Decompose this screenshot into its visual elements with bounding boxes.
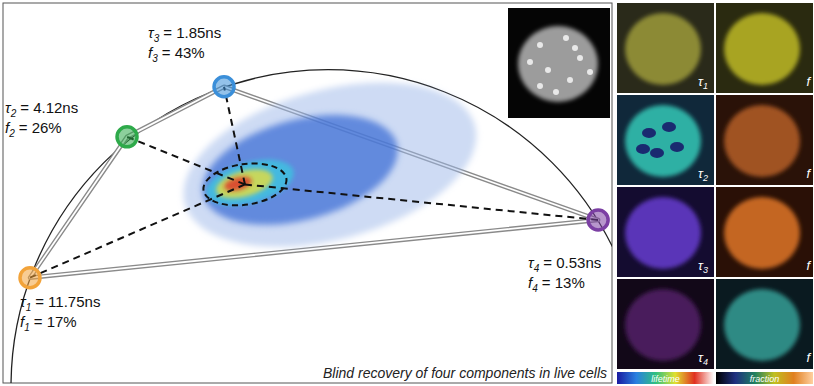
panel-label: τ4 [698, 350, 708, 367]
panel-spot [670, 142, 684, 152]
tau-label: τ2= 4.12ns [5, 99, 78, 119]
panel-label: τ3 [698, 258, 708, 275]
lifetime-panel [617, 95, 714, 185]
panel-label: τ1 [698, 74, 708, 91]
panel-spot [642, 128, 656, 138]
value-text: = 13% [542, 274, 585, 291]
panel-label: f [806, 166, 811, 181]
panel-nucleus [625, 105, 701, 177]
projection-line [245, 184, 598, 220]
value-text: = 4.12ns [20, 99, 78, 116]
panel-spot [662, 122, 676, 132]
inset-spot [577, 55, 583, 61]
fraction-panel [716, 187, 813, 277]
projection-line [224, 87, 245, 185]
panel-nucleus [724, 289, 800, 361]
panel-label: τ2 [698, 166, 708, 183]
value-text: = 26% [19, 119, 62, 136]
fraction-panel [716, 3, 813, 93]
panel-spot [650, 148, 664, 158]
fraction-label: f1= 17% [20, 313, 77, 333]
cloud-density [165, 54, 494, 276]
colorbar [617, 372, 714, 384]
subscript: 1 [26, 302, 32, 313]
inset-spot [527, 59, 533, 65]
subscript: 1 [24, 322, 30, 333]
cluster-outline [201, 159, 290, 211]
figure: τ1= 11.75nsf1= 17%τ2= 4.12nsf2= 26%τ3= 1… [0, 0, 814, 386]
inset-image [508, 8, 610, 118]
lifetime-panel [617, 3, 714, 93]
panel-nucleus [625, 197, 701, 269]
panel-label: f [806, 350, 811, 365]
component-marker [20, 268, 40, 288]
panel-spot [636, 144, 650, 154]
plot-frame [3, 3, 612, 383]
value-text: = 43% [162, 44, 205, 61]
panel-label: f [806, 74, 811, 89]
component-marker [588, 210, 608, 230]
inset-nucleus [518, 26, 598, 102]
fraction-label: f2= 26% [5, 119, 62, 139]
subscript: 1 [703, 81, 708, 91]
subscript: 3 [152, 53, 158, 64]
component-marker [214, 77, 234, 97]
subscript: 4 [534, 263, 540, 274]
image-panels: τ1 f τ2 f τ3 f τ4 f [617, 3, 813, 369]
subscript: 4 [532, 283, 538, 294]
subscript: 4 [703, 357, 708, 367]
fraction-label: f3= 43% [148, 44, 205, 64]
value-text: = 11.75ns [35, 293, 100, 310]
subscript: 3 [154, 33, 160, 44]
phasor-cloud [165, 54, 494, 276]
value-text: = 1.85ns [163, 24, 221, 41]
tau-label: τ1= 11.75ns [20, 293, 100, 313]
inset-spot [537, 83, 543, 89]
fraction-panel [716, 95, 813, 185]
fraction-panel [716, 279, 813, 369]
panel-nucleus [724, 197, 800, 269]
tau-label: τ4= 0.53ns [528, 254, 601, 274]
colorbar-label: lifetime [651, 374, 680, 384]
subscript: 3 [703, 265, 708, 275]
inset-spot [563, 35, 569, 41]
subscript: 2 [10, 108, 17, 119]
component-marker [117, 127, 137, 147]
lifetime-panel [617, 187, 714, 277]
cloud-density [190, 96, 409, 245]
panel-nucleus [724, 13, 800, 85]
background [0, 0, 814, 386]
value-text: = 17% [34, 313, 77, 330]
lifetime-panel [617, 279, 714, 369]
panel-label: f [806, 258, 811, 273]
inset-spot [537, 42, 543, 48]
panel-nucleus [625, 289, 701, 361]
panel-nucleus [625, 13, 701, 85]
inset-spot [567, 77, 573, 83]
annotation: Blind recovery of four components in liv… [323, 365, 607, 381]
projection-line [127, 137, 245, 185]
inset-spot [553, 89, 559, 95]
inset-spot [587, 69, 593, 75]
subscript: 2 [702, 173, 708, 183]
colorbar [716, 372, 813, 384]
inset-background [508, 8, 610, 118]
inset-spot [572, 45, 578, 51]
subscript: 2 [8, 128, 15, 139]
fraction-label: f4= 13% [528, 274, 585, 294]
tau-label: τ3= 1.85ns [148, 24, 221, 44]
panel-nucleus [724, 105, 800, 177]
cloud-density [201, 151, 298, 214]
value-text: = 0.53ns [543, 254, 601, 271]
inset-spot [545, 67, 551, 73]
projection-line [30, 184, 245, 277]
colorbar-label: fraction [750, 374, 780, 384]
